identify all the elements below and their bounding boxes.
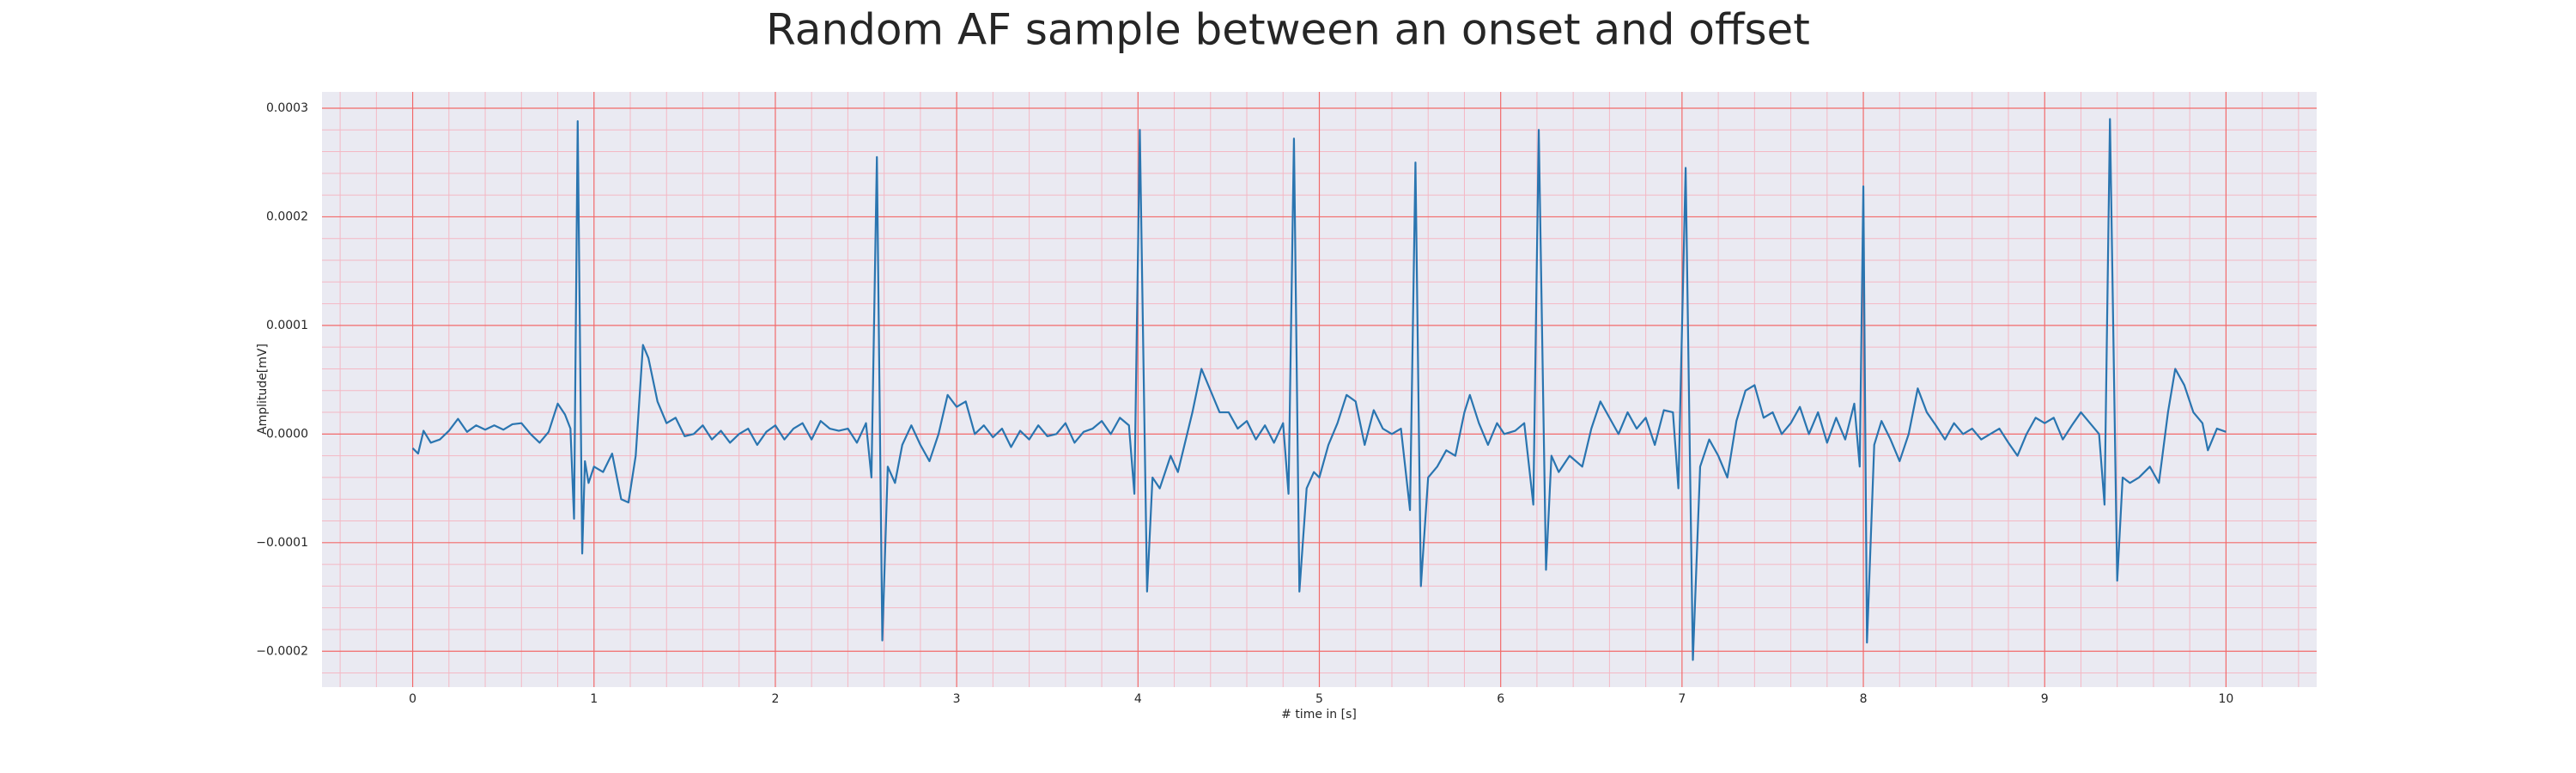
x-tick-label: 10 [2218,692,2233,706]
x-tick-label: 5 [1315,692,1323,706]
x-tick-label: 2 [771,692,779,706]
chart-title: Random AF sample between an onset and of… [766,5,1810,55]
x-tick-label: 9 [2041,692,2049,706]
y-tick-label: −0.0002 [256,644,308,658]
x-tick-label: 4 [1134,692,1142,706]
y-axis-label: Amplitude[mV] [256,344,270,435]
y-tick-label: 0.0000 [266,427,308,441]
x-tick-label: 8 [1860,692,1868,706]
y-tick-label: 0.0003 [266,101,308,115]
y-tick-label: −0.0001 [256,536,308,550]
y-tick-label: 0.0001 [266,319,308,332]
y-tick-label: 0.0002 [266,210,308,223]
x-axis-label: # time in [s] [1281,708,1357,721]
x-tick-label: 6 [1497,692,1504,706]
x-tick-label: 0 [409,692,416,706]
x-tick-label: 3 [953,692,961,706]
x-tick-label: 1 [590,692,598,706]
line-series [411,118,2227,661]
x-tick-label: 7 [1678,692,1686,706]
